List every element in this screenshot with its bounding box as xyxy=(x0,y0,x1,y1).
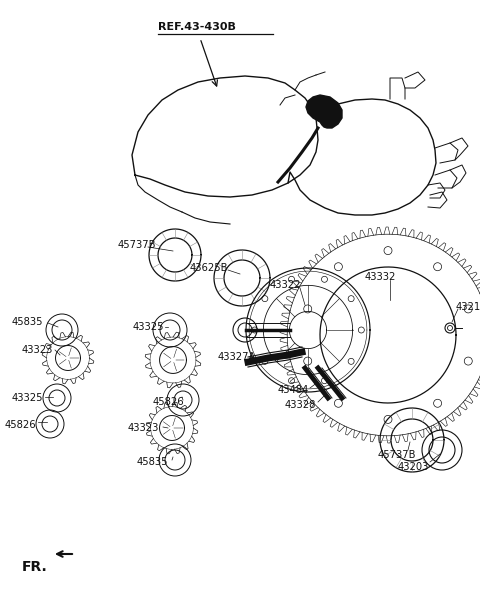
Text: 43325: 43325 xyxy=(133,322,165,332)
Text: 43322: 43322 xyxy=(270,280,301,290)
Text: 43325: 43325 xyxy=(12,393,44,403)
Text: 45835: 45835 xyxy=(12,317,44,327)
Text: 45826: 45826 xyxy=(153,397,185,407)
Text: 43332: 43332 xyxy=(365,272,396,282)
FancyArrowPatch shape xyxy=(57,551,72,557)
Text: 43625B: 43625B xyxy=(190,263,228,273)
Text: 45835: 45835 xyxy=(137,457,168,467)
Text: 45826: 45826 xyxy=(5,420,36,430)
Polygon shape xyxy=(306,95,342,128)
Text: 43323: 43323 xyxy=(22,345,53,355)
Text: 43327A: 43327A xyxy=(218,352,256,362)
Text: 43323: 43323 xyxy=(128,423,159,433)
Text: 43203: 43203 xyxy=(398,462,430,472)
Text: 45737B: 45737B xyxy=(378,450,417,460)
Text: 45737B: 45737B xyxy=(118,240,156,250)
Text: 43484: 43484 xyxy=(278,385,309,395)
Text: REF.43-430B: REF.43-430B xyxy=(158,22,236,32)
Text: FR.: FR. xyxy=(22,560,48,574)
Text: 43213: 43213 xyxy=(456,302,480,312)
Text: 43328: 43328 xyxy=(285,400,316,410)
